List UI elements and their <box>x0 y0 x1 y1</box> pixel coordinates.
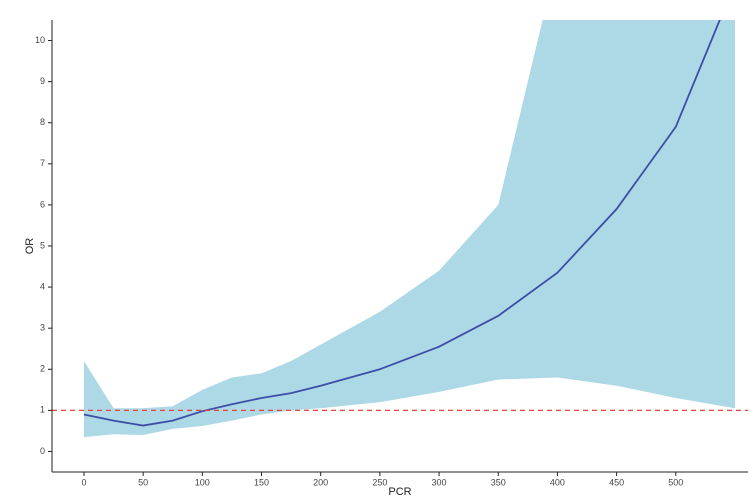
y-tick-label: 7 <box>40 158 45 168</box>
y-tick-label: 2 <box>40 364 45 374</box>
x-tick-label: 200 <box>313 477 328 487</box>
x-tick-label: 150 <box>254 477 269 487</box>
y-tick-label: 0 <box>40 446 45 456</box>
x-tick-label: 250 <box>372 477 387 487</box>
y-tick-label: 8 <box>40 117 45 127</box>
x-tick-label: 300 <box>432 477 447 487</box>
y-tick-label: 10 <box>35 35 45 45</box>
x-tick-label: 350 <box>491 477 506 487</box>
x-tick-label: 500 <box>668 477 683 487</box>
y-axis-title: OR <box>24 238 36 255</box>
y-tick-label: 6 <box>40 199 45 209</box>
y-tick-label: 1 <box>40 405 45 415</box>
plot-area <box>52 20 748 438</box>
or-line <box>83 20 721 427</box>
y-tick-label: 5 <box>40 240 45 250</box>
y-tick-label: 4 <box>40 281 45 291</box>
x-tick-label: 100 <box>195 477 210 487</box>
x-axis-title: PCR <box>388 486 411 498</box>
confidence-band <box>83 20 735 438</box>
y-tick-label: 3 <box>40 323 45 333</box>
y-tick-label: 9 <box>40 76 45 86</box>
x-tick-label: 450 <box>609 477 624 487</box>
x-tick-label: 0 <box>81 477 86 487</box>
x-tick-label: 50 <box>138 477 148 487</box>
x-tick-label: 400 <box>550 477 565 487</box>
